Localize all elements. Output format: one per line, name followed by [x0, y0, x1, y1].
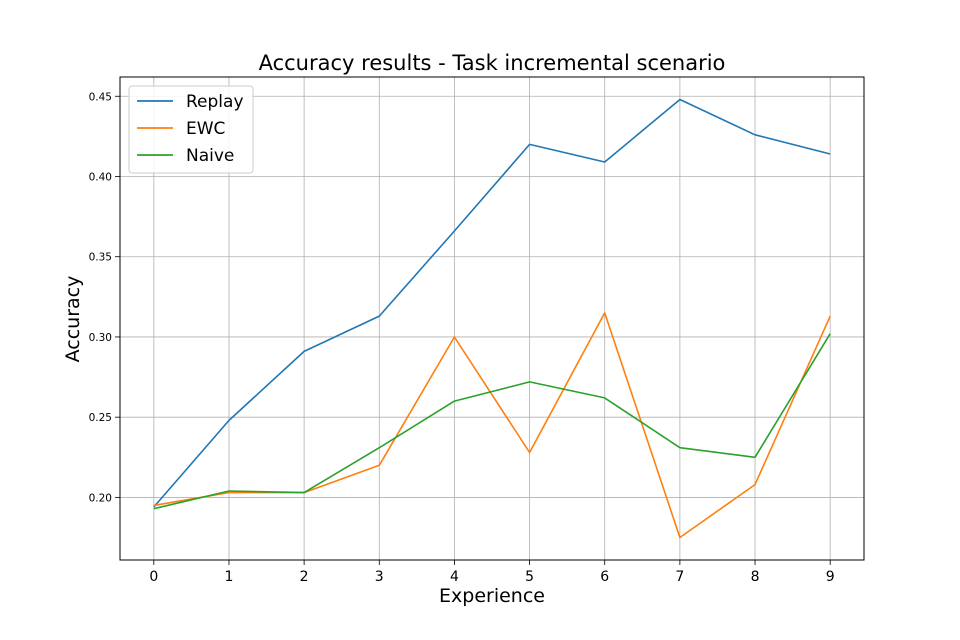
- chart-title: Accuracy results - Task incremental scen…: [259, 51, 726, 75]
- x-tick-label: 3: [375, 569, 384, 585]
- x-tick-label: 1: [225, 569, 234, 585]
- y-tick-label: 0.25: [89, 412, 112, 424]
- x-axis-ticks: 0 1 2 3 4 5 6 7 8 9: [149, 560, 835, 585]
- y-tick-label: 0.40: [89, 171, 112, 183]
- series-lines: [153, 98, 831, 539]
- series-line-replay: [153, 98, 831, 508]
- x-tick-label: 5: [525, 569, 534, 585]
- x-axis-label: Experience: [439, 585, 545, 607]
- legend: Replay EWC Naive: [128, 85, 254, 174]
- plot-frame: [119, 76, 865, 561]
- legend-label-naive: Naive: [186, 146, 234, 166]
- y-tick-label: 0.20: [89, 492, 112, 504]
- x-tick-label: 0: [149, 569, 158, 585]
- y-tick-label: 0.30: [89, 332, 112, 344]
- legend-label-replay: Replay: [186, 92, 244, 112]
- x-tick-label: 9: [826, 569, 835, 585]
- x-tick-label: 7: [675, 569, 684, 585]
- legend-label-ewc: EWC: [186, 119, 225, 139]
- y-tick-label: 0.45: [89, 91, 112, 103]
- y-axis-ticks: 0.20 0.25 0.30 0.35 0.40 0.45: [89, 91, 120, 504]
- y-tick-label: 0.35: [89, 252, 112, 264]
- x-tick-label: 6: [600, 569, 609, 585]
- legend-box: [128, 85, 254, 174]
- x-tick-label: 2: [300, 569, 309, 585]
- x-tick-label: 8: [751, 569, 760, 585]
- series-line-naive: [153, 333, 831, 510]
- x-tick-label: 4: [450, 569, 459, 585]
- y-axis-label: Accuracy: [62, 276, 84, 363]
